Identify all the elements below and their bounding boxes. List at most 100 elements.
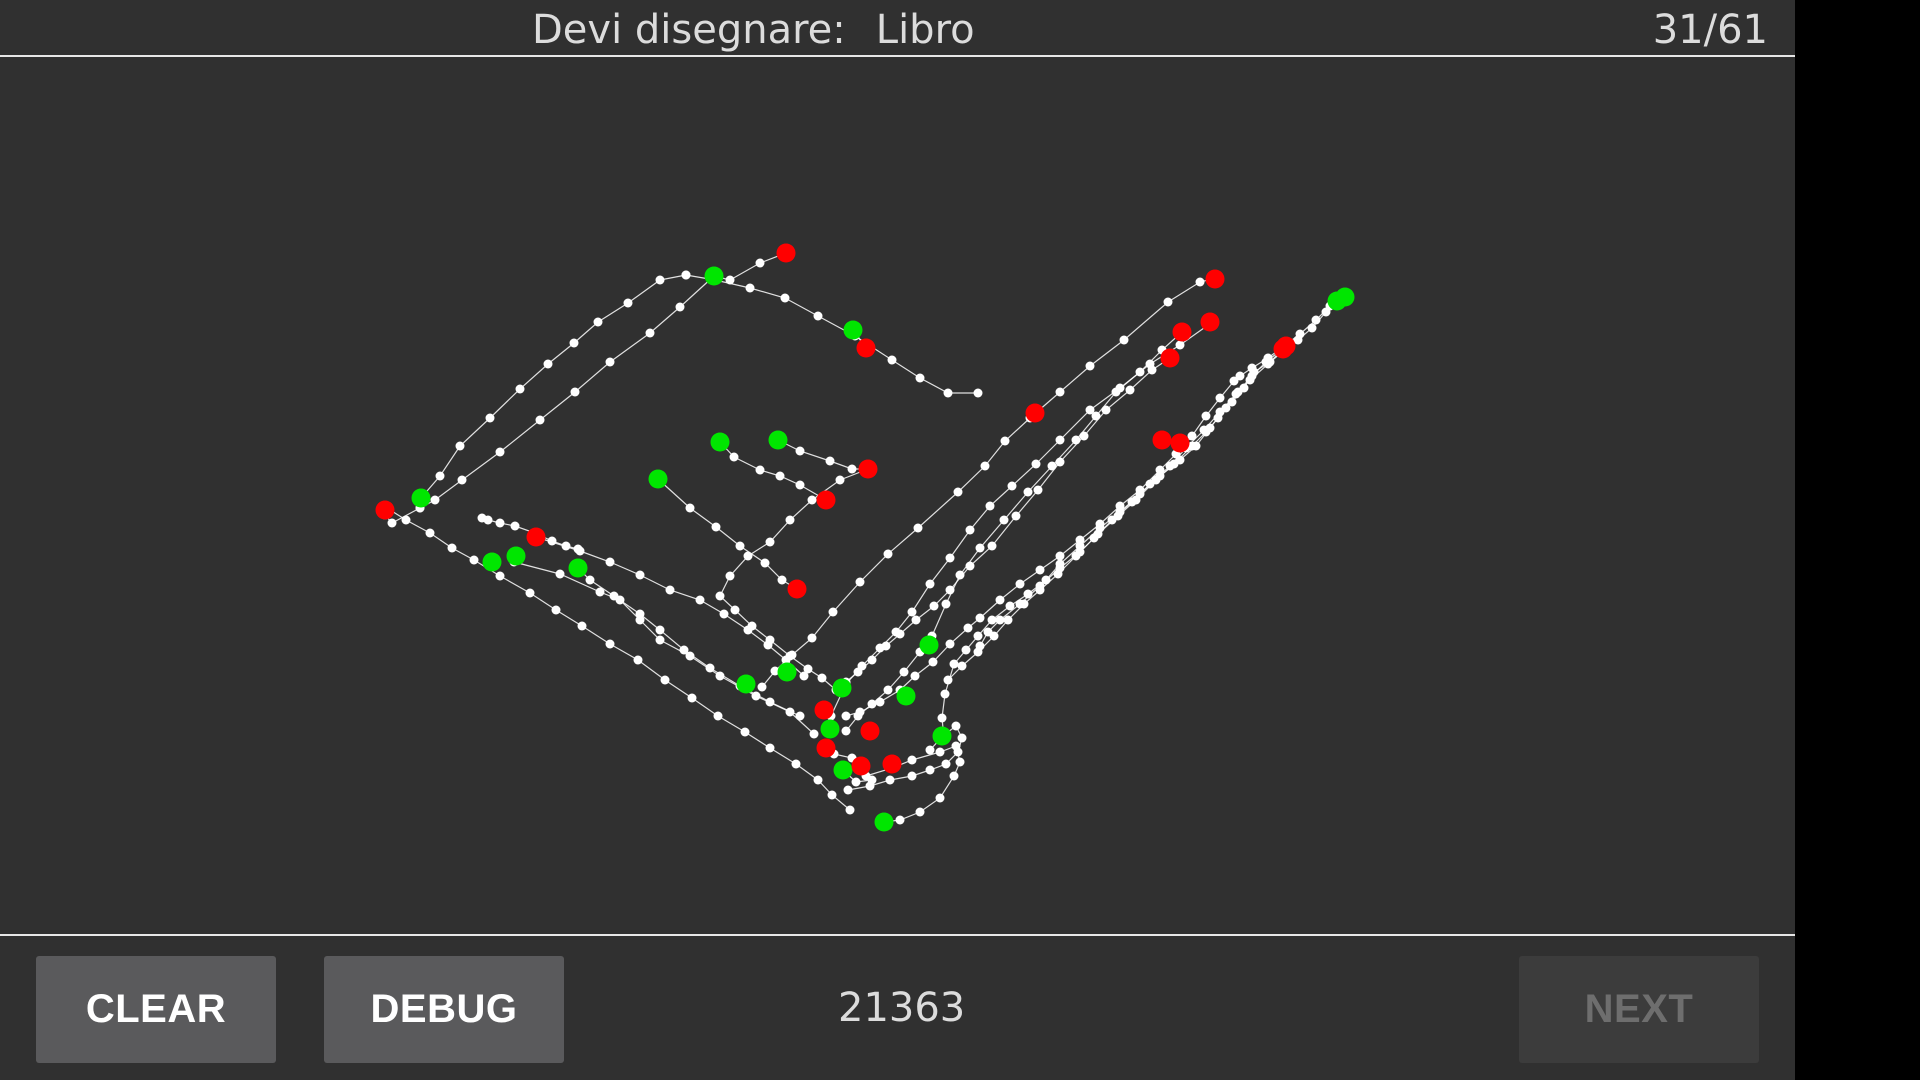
stroke-point: [1091, 411, 1101, 421]
stroke-point: [1035, 585, 1045, 595]
stroke-point: [730, 605, 740, 615]
stroke-end-point: [526, 527, 546, 547]
stroke-point: [813, 775, 823, 785]
drawing-canvas[interactable]: [0, 57, 1795, 934]
stroke-point: [1055, 435, 1065, 445]
footer-bar: CLEAR DEBUG 21363 NEXT: [0, 934, 1795, 1080]
stroke-point: [1201, 411, 1211, 421]
stroke-point: [495, 447, 505, 457]
stroke-point: [605, 557, 615, 567]
stroke-point: [525, 588, 535, 598]
stroke-point: [1293, 335, 1303, 345]
stroke-path: [419, 275, 715, 509]
stroke-path: [777, 439, 868, 470]
right-edge-bar: [1795, 0, 1920, 1080]
clear-button[interactable]: CLEAR: [36, 956, 276, 1063]
stroke-point: [1229, 376, 1239, 386]
stroke-point: [1015, 579, 1025, 589]
stroke-point: [949, 771, 959, 781]
stroke-point: [1235, 371, 1245, 381]
stroke-path: [420, 274, 687, 499]
stroke-end-point: [816, 490, 836, 510]
stroke-point: [551, 605, 561, 615]
stroke-point: [751, 691, 761, 701]
stroke-path: [386, 507, 851, 811]
stroke-point: [570, 387, 580, 397]
stroke-point: [455, 441, 465, 451]
stroke-point: [995, 615, 1005, 625]
stroke-start-point: [833, 760, 853, 780]
stroke-point: [725, 571, 735, 581]
stroke-point: [679, 645, 689, 655]
stroke-point: [655, 625, 665, 635]
draw-prompt: Devi disegnare: Libro: [532, 6, 975, 54]
stroke-point: [743, 551, 753, 561]
stroke-point: [1047, 461, 1057, 471]
stroke-point: [875, 697, 885, 707]
stroke-point: [1023, 487, 1033, 497]
stroke-start-point: [568, 558, 588, 578]
stroke-point: [1003, 615, 1013, 625]
stroke-point: [953, 747, 963, 757]
stroke-point: [995, 595, 1005, 605]
target-word: Libro: [875, 7, 975, 53]
stroke-point: [1165, 461, 1175, 471]
stroke-point: [841, 726, 851, 736]
stroke-end-point: [776, 243, 796, 263]
debug-button[interactable]: DEBUG: [324, 956, 564, 1063]
stroke-point: [665, 585, 675, 595]
stroke-point: [925, 745, 935, 755]
stroke-point: [973, 388, 983, 398]
stroke-start-point: [843, 320, 863, 340]
stroke-point: [609, 591, 619, 601]
stroke-end-point: [814, 700, 834, 720]
stroke-point: [757, 682, 767, 692]
stroke-end-point: [1172, 322, 1192, 342]
stroke-point: [935, 793, 945, 803]
stroke-point: [770, 666, 780, 676]
stroke-point: [535, 415, 545, 425]
stroke-point: [855, 707, 865, 717]
stroke-point: [740, 727, 750, 737]
stroke-start-point: [919, 635, 939, 655]
stroke-point: [705, 663, 715, 673]
stroke-point: [755, 465, 765, 475]
stroke-point: [1127, 497, 1137, 507]
stroke-point: [915, 807, 925, 817]
stroke-point: [1163, 297, 1173, 307]
stroke-point: [1101, 405, 1111, 415]
stroke-start-point: [736, 674, 756, 694]
stroke-start-point: [710, 432, 730, 452]
stroke-point: [943, 675, 953, 685]
stroke-point: [1147, 365, 1157, 375]
stroke-point: [965, 525, 975, 535]
stroke-point: [569, 338, 579, 348]
next-button[interactable]: NEXT: [1519, 956, 1759, 1063]
stroke-point: [645, 328, 655, 338]
stroke-point: [951, 721, 961, 731]
stroke-point: [845, 805, 855, 815]
stroke-point: [675, 302, 685, 312]
stroke-point: [1145, 479, 1155, 489]
stroke-point: [1071, 551, 1081, 561]
stroke-point: [447, 543, 457, 553]
stroke-point: [1311, 315, 1321, 325]
stroke-point: [895, 815, 905, 825]
stroke-point: [605, 639, 615, 649]
stroke-point: [795, 711, 805, 721]
stroke-point: [911, 615, 921, 625]
stroke-point: [485, 413, 495, 423]
stroke-point: [841, 711, 851, 721]
stroke-point: [1055, 551, 1065, 561]
stroke-point: [987, 615, 997, 625]
stroke-point: [957, 661, 967, 671]
stroke-point: [1231, 389, 1241, 399]
stroke-point: [795, 446, 805, 456]
prompt-label: Devi disegnare:: [532, 7, 846, 53]
stroke-point: [973, 631, 983, 641]
stroke-point: [745, 283, 755, 293]
stroke-point: [1187, 431, 1197, 441]
stroke-point: [760, 558, 770, 568]
stroke-point: [635, 609, 645, 619]
stroke-point: [867, 655, 877, 665]
